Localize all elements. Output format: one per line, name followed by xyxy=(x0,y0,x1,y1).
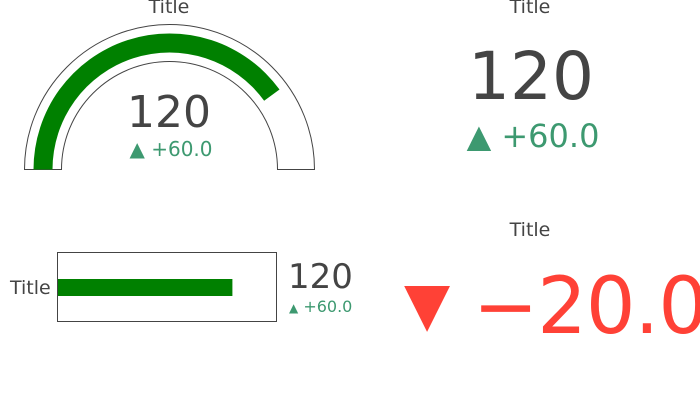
number-delta-value: +60.0 xyxy=(501,117,600,155)
bullet-delta: ▲ +60.0 xyxy=(289,299,352,315)
bullet-chart xyxy=(57,252,277,322)
bullet-axis-frame xyxy=(57,252,277,322)
number-value: 120 xyxy=(468,38,594,115)
gauge-value: 120 xyxy=(127,87,211,138)
delta-up-icon: ▲ xyxy=(466,117,492,155)
bullet-title: Title xyxy=(10,277,51,299)
gauge-axis-outline xyxy=(23,24,316,170)
bullet-value-bar xyxy=(58,279,233,296)
delta-down-icon: ▼ xyxy=(404,269,450,340)
delta-title: Title xyxy=(509,219,551,241)
gauge-chart xyxy=(23,24,316,170)
delta-up-icon: ▲ xyxy=(289,301,299,315)
delta-only: ▼ −20.0 xyxy=(404,268,700,346)
gauge-delta-value: +60.0 xyxy=(151,137,213,161)
bullet-value: 120 xyxy=(288,257,353,297)
delta-only-value: −20.0 xyxy=(472,262,700,352)
delta-up-icon: ▲ xyxy=(129,137,145,161)
number-delta: ▲ +60.0 xyxy=(467,120,600,152)
gauge-delta: ▲ +60.0 xyxy=(129,139,212,159)
number-title: Title xyxy=(509,0,551,18)
bullet-delta-value: +60.0 xyxy=(303,297,353,316)
gauge-title: Title xyxy=(148,0,190,18)
gauge-value-bar xyxy=(33,33,280,170)
